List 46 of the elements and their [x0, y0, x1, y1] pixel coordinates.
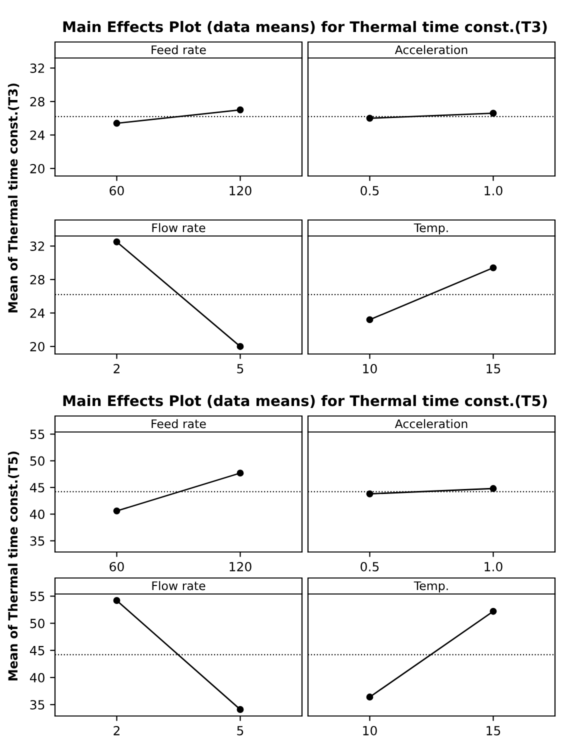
x-tick-label: 2 [114, 364, 120, 374]
y-tick-label: 45 [30, 646, 44, 656]
y-tick-label: 55 [30, 430, 44, 440]
y-tick-label: 40 [30, 672, 44, 682]
chart-subtitle: Acceleration [394, 419, 468, 428]
y-tick-label: 32 [30, 242, 44, 251]
x-tick-label: 120 [230, 186, 252, 196]
x-tick-label: 15 [486, 726, 500, 736]
y-tick-label: 35 [30, 700, 44, 710]
y-tick-label: 35 [30, 536, 44, 546]
x-tick-label: 1.0 [484, 562, 502, 572]
y-axis-title: Mean of Thermal time const.(T3) [8, 84, 20, 312]
x-tick-label: 2 [114, 726, 120, 736]
chart-subtitle: Feed rate [152, 45, 206, 54]
x-tick-label: 10 [363, 726, 377, 736]
chart-subtitle: Feed rate [152, 419, 206, 428]
chart-title: Main Effects Plot (data means) for Thermal time const.(T5) [63, 394, 547, 408]
x-tick-label: 10 [363, 364, 377, 374]
x-tick-label: 1.0 [484, 186, 502, 196]
y-tick-label: 32 [30, 64, 44, 73]
y-tick-label: 50 [30, 456, 44, 466]
chart-subtitle: Temp. [414, 581, 448, 593]
y-axis-title: Mean of Thermal time const.(T5) [8, 452, 20, 680]
x-tick-label: 120 [230, 562, 252, 572]
y-tick-label: 40 [30, 510, 44, 520]
y-tick-label: 20 [30, 342, 44, 352]
chart-subtitle: Flow rate [152, 581, 206, 590]
y-tick-label: 24 [30, 308, 45, 318]
y-tick-label: 55 [30, 592, 44, 602]
x-tick-label: 60 [110, 562, 124, 572]
chart-title: Main Effects Plot (data means) for Thermal time const.(T3) [63, 20, 547, 34]
y-tick-label: 45 [30, 483, 44, 492]
y-tick-label: 24 [30, 130, 45, 140]
chart-subtitle: Flow rate [152, 223, 206, 232]
y-tick-label: 20 [30, 164, 44, 174]
y-tick-label: 28 [30, 274, 44, 284]
x-tick-label: 60 [110, 186, 124, 196]
y-tick-label: 50 [30, 618, 44, 628]
chart-subtitle: Acceleration [394, 45, 468, 54]
x-tick-label: 0.5 [360, 186, 379, 196]
chart-subtitle: Temp. [414, 223, 448, 235]
x-tick-label: 0.5 [360, 562, 379, 572]
y-tick-label: 28 [30, 96, 44, 106]
x-tick-label: 5 [237, 364, 244, 374]
x-tick-label: 5 [237, 726, 244, 736]
x-tick-label: 15 [486, 364, 500, 374]
